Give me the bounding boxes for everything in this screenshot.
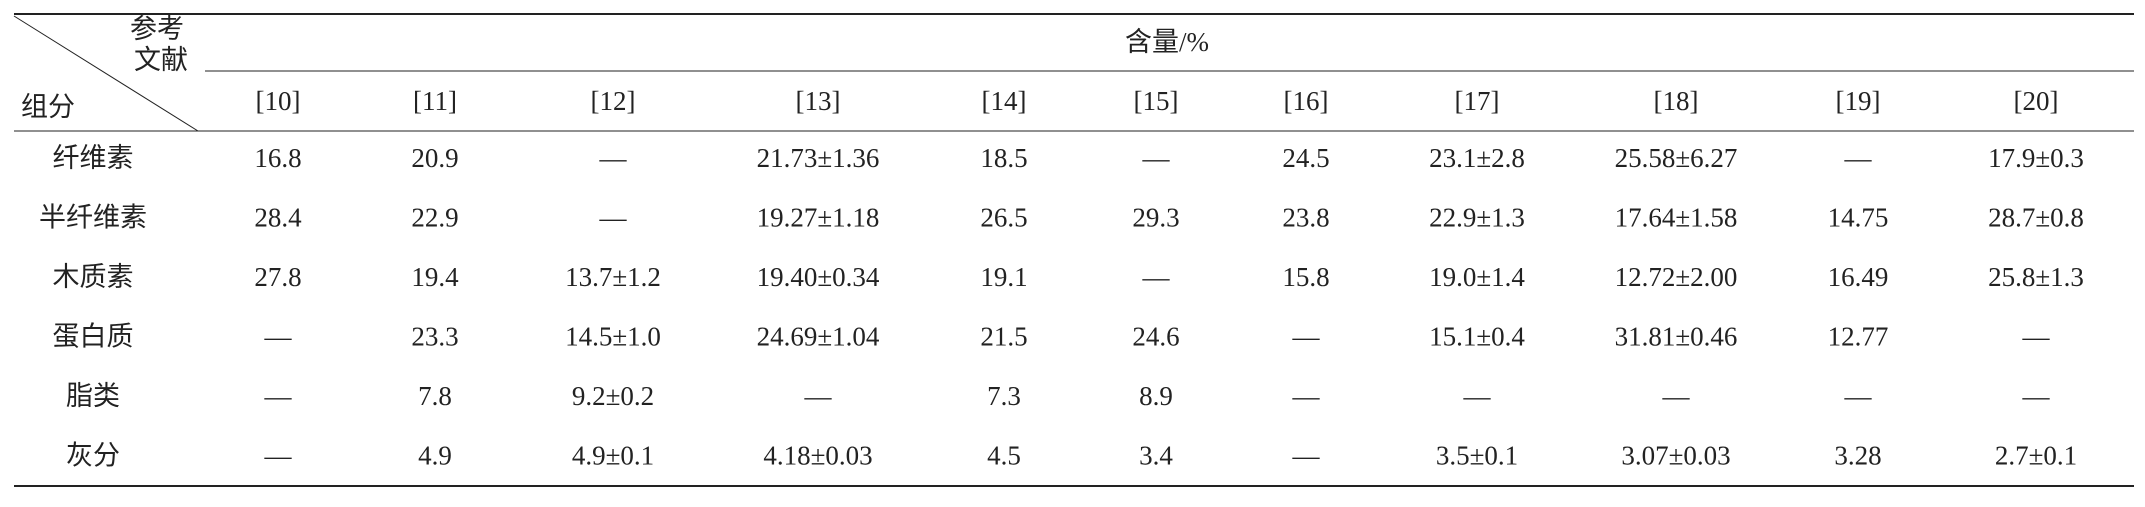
cell: 4.9±0.1 xyxy=(572,441,654,471)
cell: 12.72±2.00 xyxy=(1615,262,1738,292)
cell: 8.9 xyxy=(1139,381,1173,411)
cell: — xyxy=(599,143,628,173)
cell: 17.64±1.58 xyxy=(1615,203,1738,233)
cell: 25.58±6.27 xyxy=(1615,143,1738,173)
cell: 19.27±1.18 xyxy=(757,203,880,233)
row-label: 蛋白质 xyxy=(53,322,134,352)
column-header: [14] xyxy=(982,86,1027,116)
cell: 17.9±0.3 xyxy=(1988,143,2084,173)
cell: 15.8 xyxy=(1282,262,1329,292)
cell: 27.8 xyxy=(254,262,301,292)
cell: 7.3 xyxy=(987,381,1021,411)
cell: 3.28 xyxy=(1834,441,1881,471)
cell: 26.5 xyxy=(980,203,1027,233)
cell: 13.7±1.2 xyxy=(565,262,661,292)
cell: 3.4 xyxy=(1139,441,1173,471)
cell: 23.8 xyxy=(1282,203,1329,233)
cell: 3.07±0.03 xyxy=(1621,441,1730,471)
cell: 20.9 xyxy=(411,143,458,173)
cell: 14.75 xyxy=(1828,203,1889,233)
cell: 12.77 xyxy=(1828,322,1889,352)
cell: — xyxy=(1142,262,1171,292)
cell: — xyxy=(264,322,293,352)
cell: 23.1±2.8 xyxy=(1429,143,1525,173)
cell: — xyxy=(599,203,628,233)
cell: 9.2±0.2 xyxy=(572,381,654,411)
cell: 16.8 xyxy=(254,143,301,173)
cell: — xyxy=(1142,143,1171,173)
column-header: [12] xyxy=(591,86,636,116)
cell: 2.7±0.1 xyxy=(1995,441,2077,471)
cell: 21.73±1.36 xyxy=(757,143,880,173)
cell: 31.81±0.46 xyxy=(1615,322,1738,352)
cell: 16.49 xyxy=(1828,262,1889,292)
column-header: [13] xyxy=(796,86,841,116)
column-header: [17] xyxy=(1455,86,1500,116)
cell: — xyxy=(1292,322,1321,352)
row-label: 纤维素 xyxy=(53,143,134,173)
cell: 25.8±1.3 xyxy=(1988,262,2084,292)
cell: 19.4 xyxy=(411,262,459,292)
cell: 19.40±0.34 xyxy=(757,262,880,292)
row-label: 灰分 xyxy=(66,441,120,471)
cell: — xyxy=(1292,441,1321,471)
column-header: [15] xyxy=(1134,86,1179,116)
cell: — xyxy=(1292,381,1321,411)
cell: 15.1±0.4 xyxy=(1429,322,1525,352)
group-header: 含量/% xyxy=(1125,27,1209,57)
cell: 28.4 xyxy=(254,203,302,233)
cell: 18.5 xyxy=(980,143,1027,173)
column-header: [16] xyxy=(1284,86,1329,116)
column-header: [18] xyxy=(1654,86,1699,116)
cell: 19.1 xyxy=(980,262,1027,292)
column-header: [10] xyxy=(256,86,301,116)
cell: — xyxy=(1844,143,1873,173)
cell: 7.8 xyxy=(418,381,452,411)
cell: 29.3 xyxy=(1132,203,1179,233)
cell: 22.9±1.3 xyxy=(1429,203,1525,233)
column-header: [19] xyxy=(1836,86,1881,116)
cell: — xyxy=(264,441,293,471)
column-header: [11] xyxy=(413,86,457,116)
corner-top: 参考 xyxy=(130,14,184,44)
cell: 22.9 xyxy=(411,203,458,233)
row-label: 脂类 xyxy=(66,381,120,411)
cell: 4.5 xyxy=(987,441,1021,471)
cell: 28.7±0.8 xyxy=(1988,203,2084,233)
cell: 4.9 xyxy=(418,441,452,471)
corner-diagonal xyxy=(13,15,199,132)
cell: 23.3 xyxy=(411,322,458,352)
column-header: [20] xyxy=(2014,86,2059,116)
cell: — xyxy=(1844,381,1873,411)
cell: 24.5 xyxy=(1282,143,1329,173)
row-label: 半纤维素 xyxy=(39,203,147,233)
cell: 24.6 xyxy=(1132,322,1179,352)
cell: — xyxy=(1662,381,1691,411)
cell: — xyxy=(804,381,833,411)
corner-bottom: 组分 xyxy=(21,92,75,122)
cell: 14.5±1.0 xyxy=(565,322,661,352)
corner-top: 文献 xyxy=(134,45,188,75)
row-label: 木质素 xyxy=(53,262,134,292)
cell: — xyxy=(264,381,293,411)
cell: — xyxy=(2022,322,2051,352)
cell: — xyxy=(2022,381,2051,411)
cell: — xyxy=(1463,381,1492,411)
cell: 19.0±1.4 xyxy=(1429,262,1525,292)
cell: 3.5±0.1 xyxy=(1436,441,1518,471)
cell: 4.18±0.03 xyxy=(763,441,872,471)
cell: 21.5 xyxy=(980,322,1027,352)
cell: 24.69±1.04 xyxy=(757,322,880,352)
